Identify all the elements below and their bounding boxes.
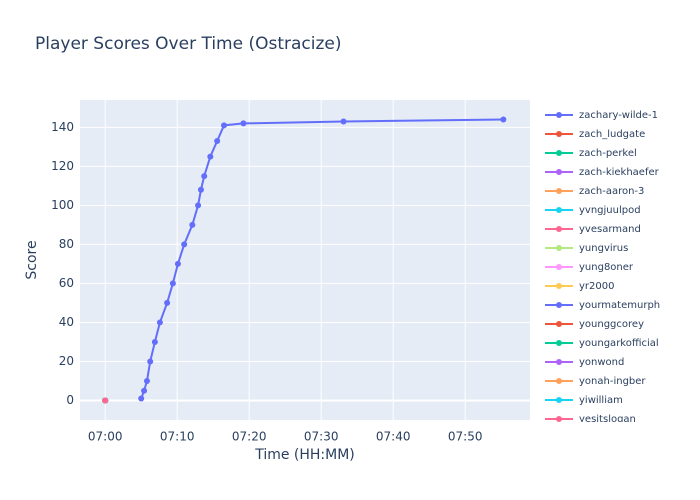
legend-marker (556, 397, 562, 403)
data-point (156, 319, 163, 326)
y-tick-label: 140 (51, 120, 74, 134)
x-tick-label: 07:20 (232, 430, 267, 444)
legend-marker (556, 321, 562, 327)
legend-marker (556, 264, 562, 270)
data-point (174, 260, 181, 267)
legend-item[interactable]: yung8oner (545, 262, 634, 273)
legend-marker (556, 283, 562, 289)
legend-marker (556, 112, 562, 118)
x-tick-label: 07:30 (304, 430, 339, 444)
data-point (164, 299, 171, 306)
grid (80, 100, 530, 420)
legend-label: younggcorey (579, 319, 644, 330)
legend-label: zach-kiekhaefer (579, 167, 660, 178)
y-axis-title: Score (24, 240, 40, 279)
data-point (500, 116, 507, 123)
data-point (240, 120, 247, 127)
legend-marker (556, 226, 562, 232)
legend-item[interactable]: yvesarmand (545, 224, 641, 235)
legend: zachary-wilde-1 zach_ludgate zach-perkel za… (545, 110, 660, 425)
legend-item[interactable]: zach-perkel (545, 148, 637, 159)
legend-marker (556, 131, 562, 137)
legend-label: yung8oner (579, 262, 634, 273)
data-point (143, 377, 150, 384)
legend-item[interactable]: yourmatemurph (545, 300, 660, 311)
legend-item[interactable]: zach-kiekhaefer (545, 167, 660, 178)
data-point (141, 387, 148, 394)
legend-item[interactable]: yonwond (545, 357, 624, 368)
legend-marker (556, 359, 562, 365)
legend-item[interactable]: yesitslogan (545, 414, 636, 425)
legend-marker (556, 188, 562, 194)
legend-label: zach_ludgate (579, 129, 645, 140)
y-tick-label: 120 (51, 159, 74, 173)
legend-marker (556, 378, 562, 384)
data-point (181, 241, 188, 248)
legend-item[interactable]: zach-aaron-3 (545, 186, 644, 197)
data-point (340, 118, 347, 125)
data-point (195, 202, 202, 209)
legend-label: zach-perkel (579, 148, 637, 159)
data-point (201, 173, 208, 180)
legend-marker (556, 150, 562, 156)
y-tick-label: 80 (59, 237, 74, 251)
legend-marker (556, 207, 562, 213)
data-point (169, 280, 176, 287)
legend-label: yvngjuulpod (579, 205, 641, 216)
data-point (138, 395, 145, 402)
legend-marker (556, 416, 562, 422)
y-tick-label: 40 (59, 315, 74, 329)
legend-item[interactable]: yiwilliam (545, 395, 623, 406)
data-point (151, 338, 158, 345)
legend-label: zach-aaron-3 (579, 186, 644, 197)
data-point (147, 358, 154, 365)
legend-item[interactable]: yungvirus (545, 243, 628, 254)
data-point (207, 153, 214, 160)
legend-marker (556, 169, 562, 175)
data-point (214, 137, 221, 144)
chart-title: Player Scores Over Time (Ostracize) (35, 34, 342, 54)
y-tick-label: 0 (66, 393, 74, 407)
legend-marker (556, 302, 562, 308)
y-tick-label: 60 (59, 276, 74, 290)
data-point (221, 122, 227, 129)
data-point (197, 186, 204, 193)
data-point (102, 397, 109, 404)
plot-area (80, 100, 530, 420)
data-point (189, 221, 196, 228)
y-tick-label: 100 (51, 198, 74, 212)
x-tick-label: 07:10 (160, 430, 195, 444)
x-tick-label: 07:00 (88, 430, 123, 444)
plot (102, 116, 507, 404)
legend-label: yr2000 (579, 281, 614, 292)
legend-item[interactable]: zach_ludgate (545, 129, 645, 140)
legend-item[interactable]: youngarkofficial (545, 338, 659, 349)
legend-label: zachary-wilde-1 (579, 110, 658, 121)
legend-label: yvesarmand (579, 224, 641, 235)
legend-item[interactable]: yr2000 (545, 281, 614, 292)
y-tick-label: 20 (59, 354, 74, 368)
legend-item[interactable]: yonah-ingber (545, 376, 646, 387)
legend-item[interactable]: zachary-wilde-1 (545, 110, 658, 121)
legend-label: yonah-ingber (579, 376, 646, 387)
legend-marker (556, 245, 562, 251)
legend-label: yiwilliam (579, 395, 623, 406)
x-tick-label: 07:40 (376, 430, 411, 444)
x-axis-title: Time (HH:MM) (254, 447, 355, 463)
legend-label: yourmatemurph (579, 300, 660, 311)
legend-item[interactable]: yvngjuulpod (545, 205, 641, 216)
legend-label: yonwond (579, 357, 624, 368)
legend-item[interactable]: younggcorey (545, 319, 644, 330)
legend-label: yungvirus (579, 243, 628, 254)
legend-label: yesitslogan (579, 414, 636, 425)
x-tick-label: 07:50 (448, 430, 483, 444)
legend-marker (556, 340, 562, 346)
legend-label: youngarkofficial (579, 338, 659, 349)
